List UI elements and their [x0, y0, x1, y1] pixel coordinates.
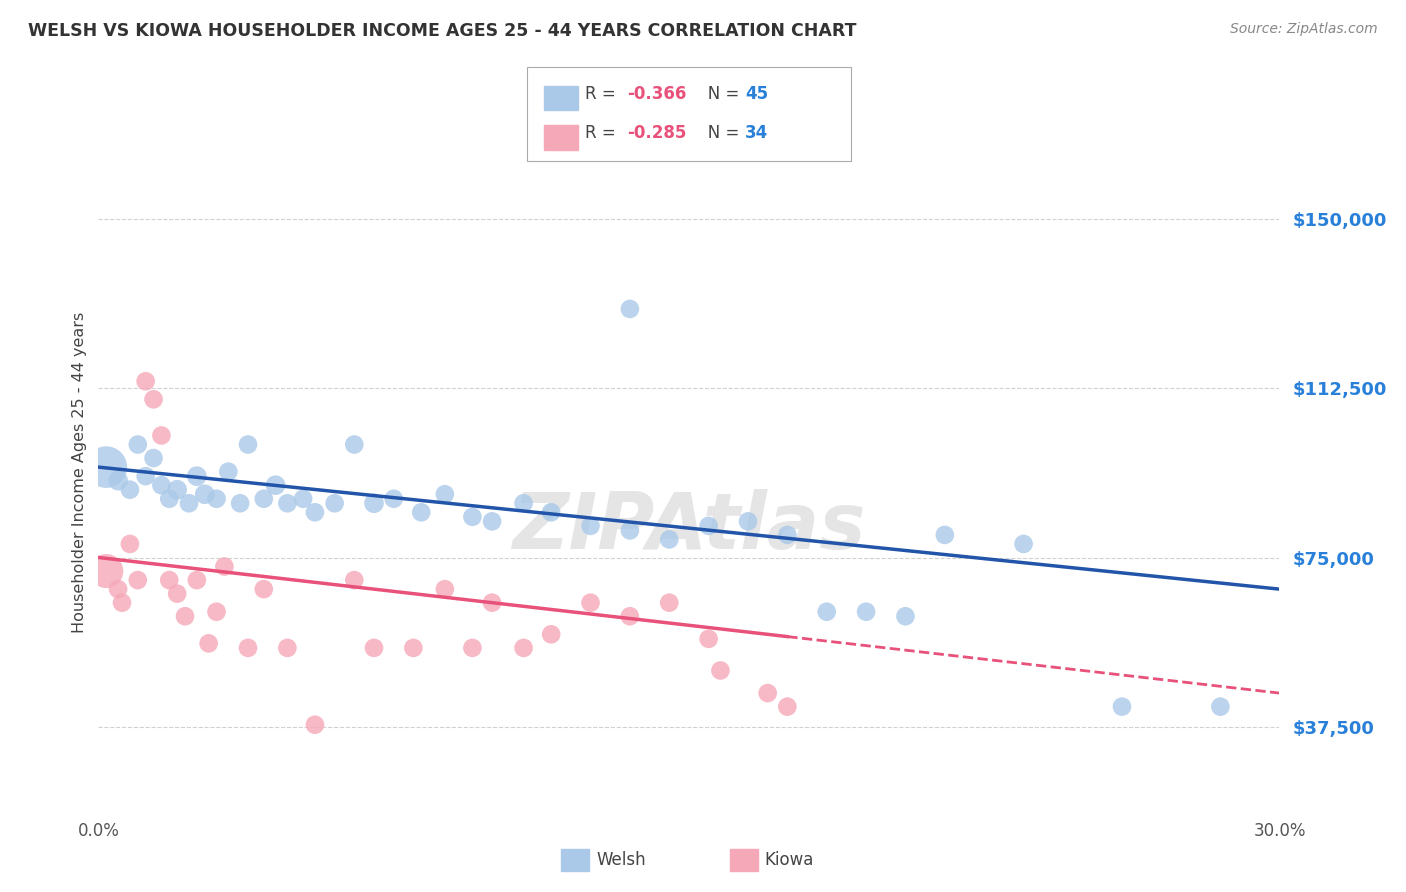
Point: [363, 496, 385, 510]
Point: [402, 640, 425, 655]
Point: [619, 524, 641, 538]
Point: [540, 627, 562, 641]
Point: [658, 533, 681, 547]
Point: [253, 491, 276, 506]
Point: [166, 587, 188, 601]
Point: [934, 528, 956, 542]
Point: [481, 596, 503, 610]
Y-axis label: Householder Income Ages 25 - 44 years: Householder Income Ages 25 - 44 years: [72, 312, 87, 633]
Point: [107, 582, 129, 596]
Point: [205, 491, 228, 506]
Point: [323, 496, 346, 510]
Point: [512, 640, 534, 655]
Point: [150, 428, 173, 442]
Text: R =: R =: [585, 86, 621, 103]
Text: Kiowa: Kiowa: [765, 851, 814, 869]
Point: [363, 640, 385, 655]
Point: [343, 437, 366, 451]
Point: [166, 483, 188, 497]
Text: 34: 34: [745, 124, 769, 142]
Point: [1012, 537, 1035, 551]
Point: [737, 514, 759, 528]
Point: [236, 640, 259, 655]
Point: [276, 640, 298, 655]
Point: [157, 573, 180, 587]
Text: -0.366: -0.366: [627, 86, 686, 103]
Point: [1111, 699, 1133, 714]
Point: [264, 478, 287, 492]
Point: [697, 632, 720, 646]
Point: [142, 392, 165, 407]
Point: [96, 564, 118, 578]
Text: N =: N =: [692, 86, 744, 103]
Point: [1209, 699, 1232, 714]
Point: [118, 483, 141, 497]
Point: [127, 437, 149, 451]
Point: [135, 374, 157, 388]
Point: [96, 460, 118, 475]
Point: [540, 505, 562, 519]
Point: [579, 519, 602, 533]
Point: [855, 605, 877, 619]
Text: 45: 45: [745, 86, 768, 103]
Point: [205, 605, 228, 619]
Point: [276, 496, 298, 510]
Point: [229, 496, 252, 510]
Point: [217, 465, 239, 479]
Point: [197, 636, 219, 650]
Text: ZIPAtlas: ZIPAtlas: [512, 489, 866, 565]
Text: Source: ZipAtlas.com: Source: ZipAtlas.com: [1230, 22, 1378, 37]
Point: [150, 478, 173, 492]
Point: [894, 609, 917, 624]
Point: [382, 491, 405, 506]
Point: [411, 505, 433, 519]
Text: -0.285: -0.285: [627, 124, 686, 142]
Point: [107, 474, 129, 488]
Point: [433, 582, 456, 596]
Point: [481, 514, 503, 528]
Point: [186, 573, 208, 587]
Point: [304, 717, 326, 731]
Point: [433, 487, 456, 501]
Point: [111, 596, 134, 610]
Point: [619, 609, 641, 624]
Point: [343, 573, 366, 587]
Point: [756, 686, 779, 700]
Point: [304, 505, 326, 519]
Point: [142, 451, 165, 466]
Point: [127, 573, 149, 587]
Point: [177, 496, 200, 510]
Point: [461, 640, 484, 655]
Text: N =: N =: [692, 124, 744, 142]
Point: [579, 596, 602, 610]
Point: [697, 519, 720, 533]
Point: [709, 664, 731, 678]
Point: [776, 699, 799, 714]
Text: Welsh: Welsh: [596, 851, 645, 869]
Text: R =: R =: [585, 124, 621, 142]
Point: [118, 537, 141, 551]
Point: [461, 509, 484, 524]
Point: [174, 609, 197, 624]
Point: [776, 528, 799, 542]
Point: [253, 582, 276, 596]
Point: [292, 491, 315, 506]
Point: [157, 491, 180, 506]
Point: [214, 559, 236, 574]
Text: WELSH VS KIOWA HOUSEHOLDER INCOME AGES 25 - 44 YEARS CORRELATION CHART: WELSH VS KIOWA HOUSEHOLDER INCOME AGES 2…: [28, 22, 856, 40]
Point: [135, 469, 157, 483]
Point: [619, 301, 641, 316]
Point: [236, 437, 259, 451]
Point: [658, 596, 681, 610]
Point: [815, 605, 838, 619]
Point: [186, 469, 208, 483]
Point: [512, 496, 534, 510]
Point: [194, 487, 217, 501]
